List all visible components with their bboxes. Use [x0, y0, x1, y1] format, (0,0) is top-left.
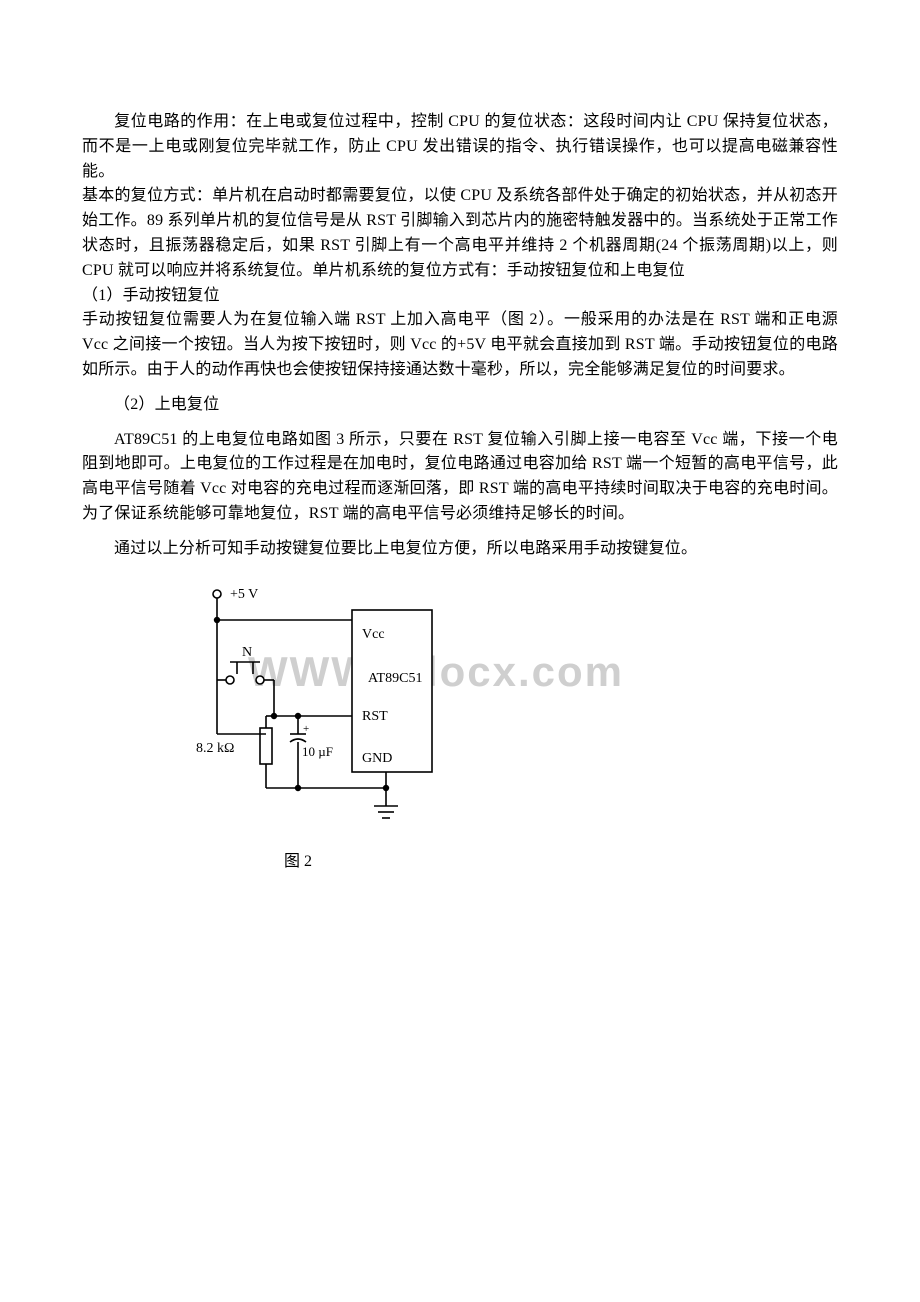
paragraph-3: （1）手动按钮复位	[82, 284, 838, 309]
label-capacitor: 10 µF	[302, 744, 333, 759]
figure-2-caption: 图 2	[284, 847, 838, 871]
label-pin-vcc: Vcc	[362, 627, 385, 642]
paragraph-5: （2）上电复位	[82, 393, 838, 418]
figure-2-circuit: +5 V N	[142, 578, 838, 871]
label-chip: AT89C51	[368, 671, 422, 686]
paragraph-7: 通过以上分析可知手动按键复位要比上电复位方便，所以电路采用手动按键复位。	[82, 537, 838, 562]
label-resistor: 8.2 kΩ	[196, 741, 234, 756]
circuit-svg: +5 V N	[142, 578, 462, 838]
paragraph-2: 基本的复位方式：单片机在启动时都需要复位，以使 CPU 及系统各部件处于确定的初…	[82, 184, 838, 283]
svg-text:+: +	[303, 723, 309, 735]
label-switch: N	[242, 645, 252, 660]
paragraph-4: 手动按钮复位需要人为在复位输入端 RST 上加入高电平（图 2）。一般采用的办法…	[82, 308, 838, 382]
label-supply: +5 V	[230, 587, 258, 602]
label-pin-gnd: GND	[362, 751, 392, 766]
paragraph-1: 复位电路的作用：在上电或复位过程中，控制 CPU 的复位状态：这段时间内让 CP…	[82, 110, 838, 184]
paragraph-6: AT89C51 的上电复位电路如图 3 所示，只要在 RST 复位输入引脚上接一…	[82, 428, 838, 527]
label-pin-rst: RST	[362, 709, 388, 724]
